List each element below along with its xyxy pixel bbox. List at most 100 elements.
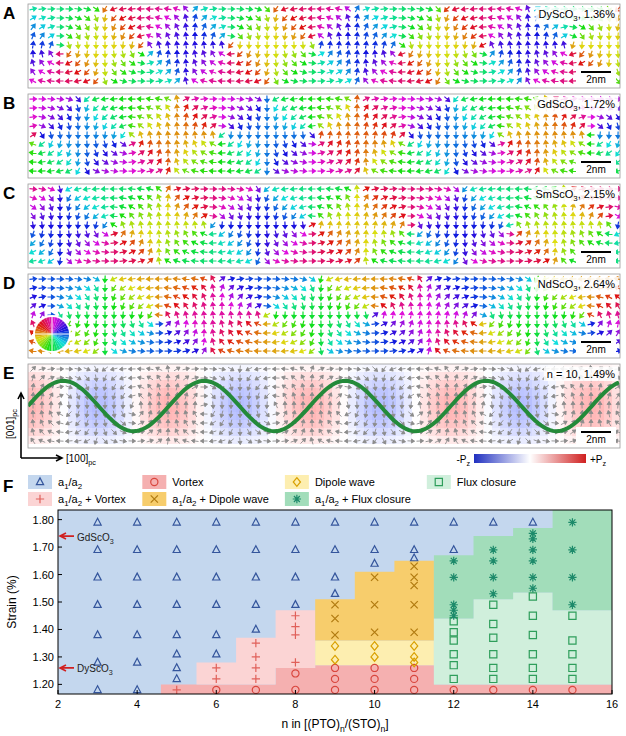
polarization-arrow [364, 78, 368, 83]
polarization-arrow [175, 96, 179, 103]
polarization-arrow [184, 330, 188, 336]
polarization-arrow [246, 70, 252, 74]
polarization-arrow [481, 141, 485, 147]
polarization-arrow [418, 25, 423, 30]
polarization-arrow [544, 222, 548, 229]
polarization-arrow [408, 151, 415, 155]
polarization-arrow [175, 15, 180, 20]
polarization-arrow [562, 258, 567, 263]
polarization-arrow [607, 60, 611, 67]
polarization-arrow [228, 106, 235, 110]
polarization-arrow [211, 222, 215, 227]
polarization-arrow [327, 16, 333, 20]
polarization-arrow [192, 196, 199, 200]
polarization-arrow [265, 15, 269, 22]
polarization-arrow [562, 240, 566, 247]
polarization-arrow [382, 60, 387, 65]
polarization-arrow [373, 51, 377, 58]
text-run: B [3, 94, 15, 113]
polarization-arrow [372, 187, 379, 191]
polarization-arrow [219, 160, 226, 164]
polarization-arrow [85, 240, 89, 245]
polarization-arrow [525, 241, 530, 245]
polarization-arrow [544, 42, 548, 49]
polarization-arrow [454, 249, 458, 256]
polarization-arrow [183, 259, 190, 263]
map-ground [28, 94, 620, 178]
polarization-arrow [580, 124, 585, 129]
polarization-arrow [219, 232, 225, 236]
polarization-arrow [85, 312, 89, 319]
polarization-arrow [129, 250, 135, 254]
polarization-arrow [48, 295, 55, 299]
polarization-arrow [517, 24, 521, 30]
polarization-arrow [148, 312, 152, 318]
polarization-arrow [48, 151, 54, 155]
polarization-arrow [166, 322, 171, 327]
polarization-arrow [111, 241, 118, 245]
map-content [28, 184, 620, 268]
polarization-arrow [516, 115, 522, 119]
polarization-arrow [318, 124, 323, 128]
label-patch [532, 187, 618, 204]
polarization-arrow [85, 33, 89, 40]
polarization-arrow [85, 42, 89, 49]
polarization-arrow [364, 204, 368, 211]
polarization-arrow [498, 187, 505, 191]
polarization-arrow [408, 259, 415, 263]
polarization-arrow [535, 132, 539, 139]
polarization-arrow [130, 303, 134, 309]
polarization-arrow [184, 150, 188, 156]
polarization-arrow [382, 141, 386, 148]
polarization-arrow [328, 231, 332, 237]
polarization-arrow [256, 141, 260, 148]
polarization-arrow [526, 33, 530, 40]
polarization-arrow [498, 133, 504, 137]
polarization-arrow [39, 97, 46, 101]
polarization-arrow [346, 213, 350, 220]
polarization-arrow [516, 205, 523, 209]
polarization-arrow [327, 205, 332, 209]
polarization-arrow [40, 231, 44, 238]
polarization-arrow [579, 25, 585, 29]
polarization-arrow [274, 60, 278, 67]
polarization-arrow [471, 25, 477, 29]
polarization-arrow [228, 16, 235, 20]
map-panel: CSmScO3, 2.15%2nm [3, 184, 622, 268]
polarization-arrow [310, 42, 314, 49]
polarization-arrow [489, 259, 496, 263]
text-run: 2nm [586, 164, 605, 175]
polarization-arrow [462, 25, 467, 30]
polarization-arrow [463, 33, 467, 39]
polarization-arrow [111, 232, 118, 236]
polarization-arrow [373, 33, 377, 39]
polarization-arrow [553, 51, 557, 57]
polarization-arrow [274, 204, 278, 210]
polarization-arrow [507, 196, 514, 200]
polarization-arrow [210, 79, 217, 83]
polarization-arrow [499, 51, 503, 58]
polarization-arrow [373, 132, 377, 139]
polarization-arrow [85, 141, 89, 148]
polarization-arrow [129, 286, 135, 290]
polarization-arrow [616, 123, 620, 130]
polarization-arrow [580, 213, 584, 220]
polarization-arrow [327, 151, 333, 155]
polarization-arrow [561, 79, 568, 83]
scale-bar-label: 2nm [586, 74, 605, 85]
polarization-arrow [435, 196, 441, 200]
polarization-arrow [526, 123, 530, 129]
polarization-arrow [102, 241, 109, 245]
text-run: A [3, 4, 15, 23]
polarization-arrow [292, 132, 296, 139]
polarization-arrow [219, 7, 226, 11]
polarization-arrow [66, 61, 72, 65]
polarization-arrow [489, 25, 496, 29]
polarization-arrow [147, 115, 153, 119]
polarization-arrow [112, 312, 116, 319]
polarization-arrow [219, 214, 224, 219]
polarization-arrow [219, 142, 226, 146]
polarization-arrow [444, 187, 451, 191]
polarization-arrow [76, 123, 80, 130]
polarization-arrow [219, 25, 226, 29]
